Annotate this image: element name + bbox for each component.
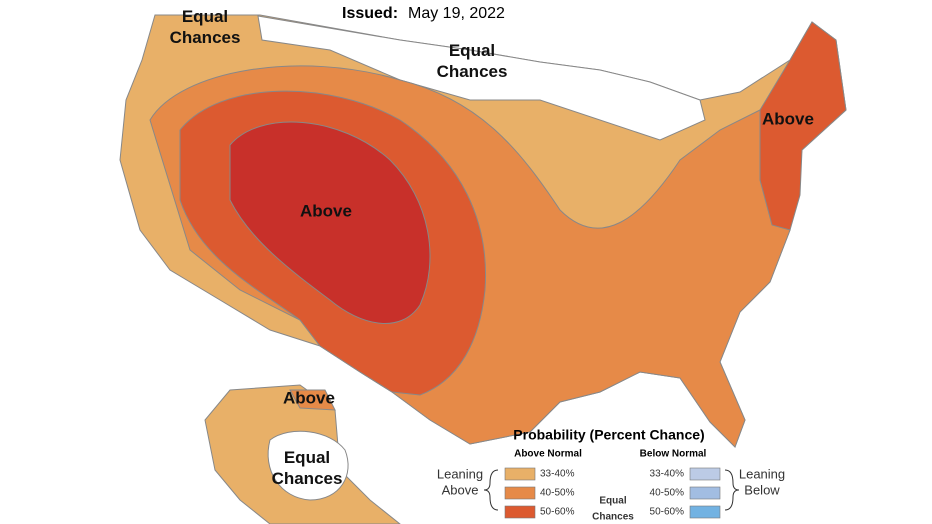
legend-group-label: Chances [592, 512, 634, 523]
legend-swatch [504, 486, 536, 500]
map-label: Chances [170, 28, 241, 47]
legend-item-label: 33-40% [650, 469, 685, 480]
alaska [204, 384, 401, 524]
map-label: Equal [182, 7, 228, 26]
legend-group-label: Below [744, 482, 780, 497]
legend-item-label: 50-60% [650, 507, 685, 518]
legend-group-label: Leaning [437, 466, 483, 481]
issued-label: Issued: [342, 5, 398, 22]
map-label: Equal [449, 41, 495, 60]
alaska-40-50 [289, 389, 336, 411]
legend-heading: Above Normal [514, 449, 582, 460]
legend-heading: Below Normal [640, 449, 707, 460]
legend-swatch [504, 467, 536, 481]
legend-swatch [689, 505, 721, 519]
region-equal-chances [257, 15, 706, 141]
legend-item-label: 40-50% [540, 488, 575, 499]
legend-brace [724, 469, 740, 511]
map-label: Chances [437, 62, 508, 81]
contiguous-us [119, 14, 847, 448]
map-label: Equal [284, 448, 330, 467]
map-label: Above [283, 388, 335, 407]
legend-swatch [504, 505, 536, 519]
legend-brace [483, 469, 499, 511]
legend-group-label: Equal [599, 496, 626, 507]
legend-group-label: Above [442, 482, 479, 497]
map-label: Chances [272, 469, 343, 488]
region-ne-50-60 [759, 21, 847, 231]
map-label: Above [762, 109, 814, 128]
legend-group-label: Leaning [739, 466, 785, 481]
legend-swatch [689, 486, 721, 500]
map-label: Above [300, 201, 352, 220]
legend-item-label: 33-40% [540, 469, 575, 480]
legend-item-label: 50-60% [540, 507, 575, 518]
legend-swatch [689, 467, 721, 481]
alaska-equal-chances [267, 430, 349, 501]
issued-date: May 19, 2022 [408, 5, 505, 22]
region-60-70 [229, 121, 431, 324]
legend: Probability (Percent Chance) Above Normal… [437, 427, 785, 523]
legend-title: Probability (Percent Chance) [513, 427, 704, 443]
legend-item-label: 40-50% [650, 488, 685, 499]
